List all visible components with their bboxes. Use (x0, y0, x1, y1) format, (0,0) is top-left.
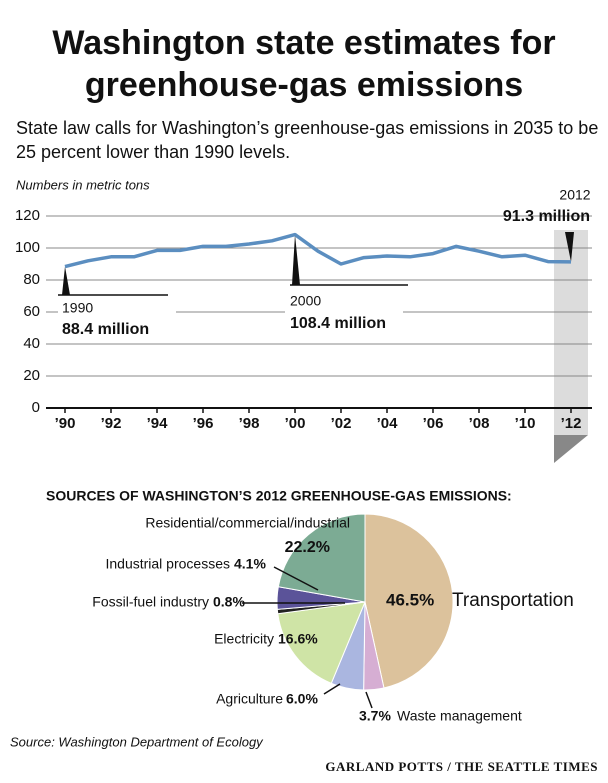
annotation-label: 108.4 million (290, 315, 386, 332)
subtitle: State law calls for Washington’s greenho… (16, 118, 599, 162)
slice-name: Industrial processes (105, 556, 230, 572)
slice-value-label: 22.2% (285, 539, 330, 556)
slice-value-label: 4.1% (234, 556, 266, 572)
x-tick-label: ’08 (469, 415, 490, 432)
y-tick-label: 100 (15, 239, 40, 256)
annotation-pointer (565, 232, 574, 262)
slice-value-label: 0.8% (213, 594, 245, 610)
slice-name: Waste management (397, 708, 522, 724)
slice-name: Agriculture (216, 691, 283, 707)
annotation-year: 2012 (559, 187, 590, 203)
annotation-year: 2000 (290, 293, 321, 309)
highlight-band (554, 230, 588, 435)
slice-name: Electricity (214, 631, 274, 647)
source: Source: Washington Department of Ecology (10, 734, 264, 749)
x-tick-label: ’92 (101, 415, 122, 432)
y-tick-label: 0 (32, 399, 40, 416)
y-tick-label: 80 (23, 271, 40, 288)
x-tick-label: ’94 (147, 415, 169, 432)
slice-value-label: 46.5% (386, 590, 434, 609)
annotation-label: 88.4 million (62, 321, 149, 338)
data-line (64, 232, 572, 269)
slice-value-label: 6.0% (286, 691, 318, 707)
annotation-bg (58, 296, 176, 342)
x-tick-label: ’90 (55, 415, 76, 432)
annotation-year: 1990 (62, 300, 93, 316)
y-tick-label: 40 (23, 335, 40, 352)
credit: GARLAND POTTS / THE SEATTLE TIMES (325, 759, 598, 774)
y-axis-label: Numbers in metric tons (16, 177, 150, 192)
slice-value-label: 16.6% (278, 631, 318, 647)
annotation-label: 91.3 million (503, 208, 590, 225)
pie-slice (277, 601, 366, 684)
slice-name: Fossil-fuel industry (92, 594, 209, 610)
slice-name: Transportation (452, 590, 574, 611)
x-tick-label: ’96 (193, 415, 214, 432)
title: Washington state estimates for greenhous… (52, 24, 556, 104)
annotation-pointer (62, 266, 70, 295)
pie-title: SOURCES OF WASHINGTON’S 2012 GREENHOUSE-… (46, 488, 512, 504)
leader-line (323, 683, 341, 695)
x-tick-label: ’12 (561, 415, 582, 432)
x-tick-label: ’00 (285, 415, 306, 432)
x-tick-label: ’02 (331, 415, 352, 432)
x-tick-label: ’06 (423, 415, 444, 432)
y-tick-label: 60 (23, 303, 40, 320)
leader-line (273, 566, 319, 591)
highlight-pointer (554, 435, 588, 463)
x-tick-label: ’10 (515, 415, 536, 432)
leader-line (365, 691, 373, 709)
slice-name: Residential/commercial/industrial (145, 515, 350, 531)
y-tick-label: 20 (23, 367, 40, 384)
y-tick-label: 120 (15, 207, 40, 224)
annotation-pointer (292, 234, 300, 285)
x-tick-label: ’98 (239, 415, 260, 432)
annotation-bg (285, 288, 403, 334)
slice-value-label: 3.7% (359, 708, 391, 724)
pie-slice (364, 513, 454, 689)
x-tick-label: ’04 (377, 415, 399, 432)
